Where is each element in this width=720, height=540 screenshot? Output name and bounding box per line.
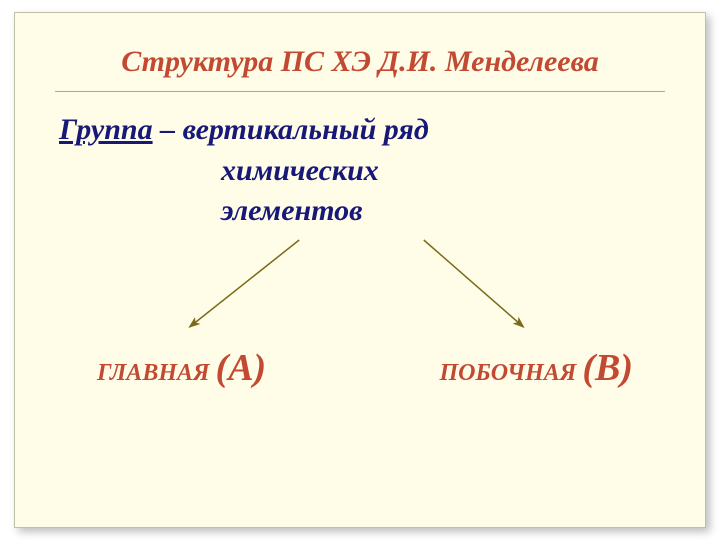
arrows-svg <box>55 232 665 342</box>
title-divider <box>55 91 665 92</box>
definition-term: Группа <box>59 113 153 146</box>
arrow-right <box>424 240 524 327</box>
definition-line2: химических <box>221 151 665 192</box>
definition-line3: элементов <box>221 191 665 232</box>
arrows-area <box>55 232 665 342</box>
branch-left-letter: (А) <box>216 347 267 389</box>
slide: Структура ПС ХЭ Д.И. Менделеева Группа –… <box>14 12 706 528</box>
branch-left-label: ГЛАВНАЯ <box>97 360 216 386</box>
definition-block: Группа – вертикальный ряд химических эле… <box>59 110 665 232</box>
branch-left: ГЛАВНАЯ (А) <box>97 346 266 390</box>
branch-right-letter: (В) <box>582 347 633 389</box>
branch-right: ПОБОЧНАЯ (В) <box>440 346 633 390</box>
arrow-left <box>190 240 300 327</box>
branch-right-label: ПОБОЧНАЯ <box>440 360 583 386</box>
branches-row: ГЛАВНАЯ (А) ПОБОЧНАЯ (В) <box>55 346 665 390</box>
slide-title: Структура ПС ХЭ Д.И. Менделеева <box>55 45 665 79</box>
definition-line1: вертикальный ряд <box>183 113 429 146</box>
definition-separator: – <box>153 113 183 146</box>
